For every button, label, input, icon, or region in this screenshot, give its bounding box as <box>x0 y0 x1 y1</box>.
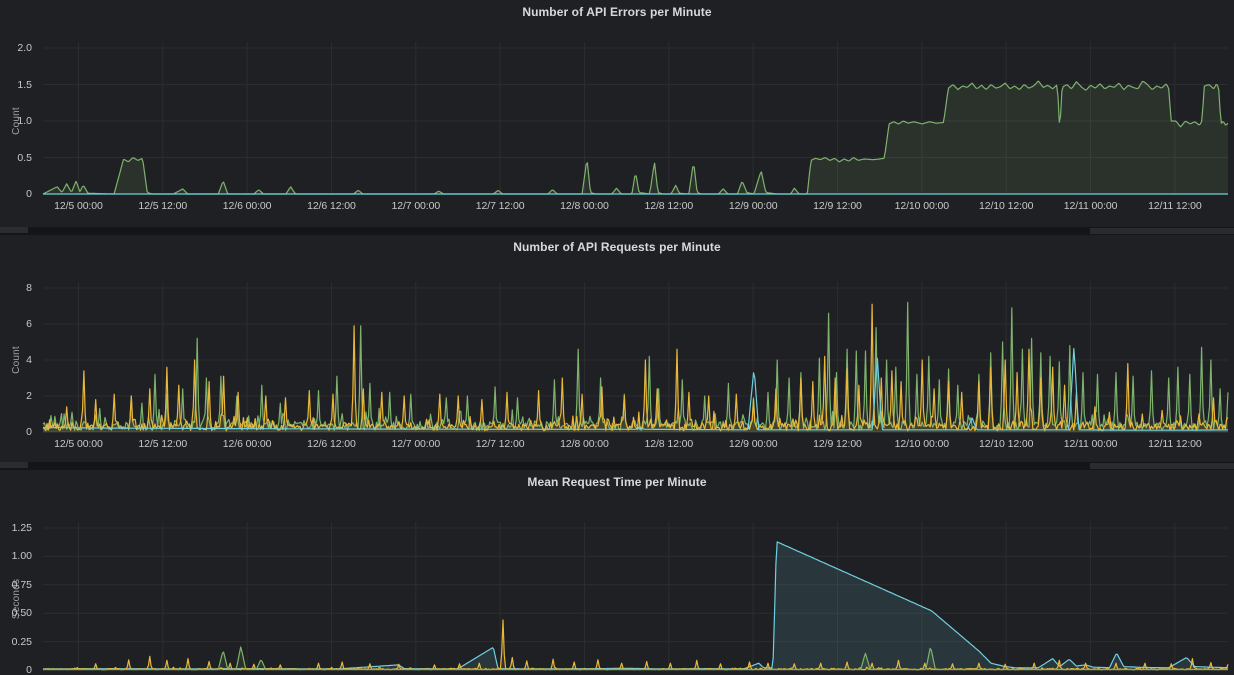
y-tick-label: 0 <box>26 664 32 675</box>
y-tick-label: 0 <box>26 426 32 438</box>
x-tick-label: 12/9 12:00 <box>813 200 862 212</box>
y-tick-label: 0 <box>26 188 32 200</box>
y-tick-label: 1.00 <box>11 550 32 563</box>
panel-mean-request-time[interactable]: Mean Request Time per Minute Seconds 0 0.2… <box>0 470 1234 675</box>
y-tick-label: 1.25 <box>11 522 32 534</box>
separator-chunk-left <box>0 227 28 233</box>
panel-separator-2 <box>0 462 1234 470</box>
series-line-requests-yellow <box>42 303 1229 432</box>
y-tick-label: 6 <box>26 318 32 330</box>
separator-chunk-left <box>0 462 28 468</box>
chart-canvas-api-errors <box>42 42 1229 195</box>
x-tick-label: 12/11 12:00 <box>1148 438 1202 450</box>
separator-chunk-right <box>1090 463 1234 469</box>
separator-chunk-right <box>1090 228 1234 234</box>
series-line-cyan-mean-time <box>43 541 1228 670</box>
x-tick-label: 12/5 12:00 <box>138 200 188 212</box>
y-tick-label: 0.75 <box>11 578 32 591</box>
y-tick-label: 2.0 <box>17 42 32 54</box>
y-tick-label: 0.25 <box>11 635 32 648</box>
x-tick-label: 12/10 12:00 <box>978 200 1034 212</box>
y-tick-label: 2 <box>26 390 32 402</box>
x-tick-label: 12/8 12:00 <box>644 200 694 212</box>
x-tick-label: 12/5 00:00 <box>54 200 103 212</box>
x-tick-label: 12/9 00:00 <box>728 438 778 450</box>
x-tick-label: 12/7 12:00 <box>475 200 525 212</box>
x-tick-label: 12/5 00:00 <box>54 438 103 450</box>
x-tick-label: 12/8 00:00 <box>560 438 609 450</box>
y-tick-label: 8 <box>26 282 32 294</box>
plot-area-api-requests[interactable]: Count 0 2 4 6 8 12/5 00:00 12/5 12:00 12/6 00:00… <box>0 255 1234 462</box>
x-tick-label: 12/7 00:00 <box>391 438 441 450</box>
panel-title-api-requests: Number of API Requests per Minute <box>513 240 721 254</box>
plot-area-api-errors[interactable]: Count 0 0.5 1.0 1.5 2.0 12/5 00:00 12/5 12:00 12… <box>0 20 1234 227</box>
x-tick-label: 12/8 12:00 <box>644 438 694 450</box>
x-tick-label: 12/7 00:00 <box>391 200 441 212</box>
x-tick-label: 12/6 12:00 <box>307 438 356 450</box>
x-tick-label: 12/10 00:00 <box>894 200 950 212</box>
y-tick-label: 0.5 <box>17 151 32 164</box>
panel-api-requests[interactable]: Number of API Requests per Minute Count 0… <box>0 235 1234 462</box>
x-tick-label: 12/6 12:00 <box>307 200 356 212</box>
x-tick-label: 12/9 12:00 <box>813 438 862 450</box>
x-tick-label: 12/11 00:00 <box>1063 200 1118 212</box>
x-tick-label: 12/10 12:00 <box>978 438 1034 450</box>
x-tick-label: 12/9 00:00 <box>728 200 778 212</box>
series-fill-errors <box>43 81 1228 194</box>
chart-canvas-api-requests <box>42 282 1229 433</box>
x-tick-label: 12/11 00:00 <box>1063 438 1118 450</box>
x-tick-label: 12/6 00:00 <box>222 200 272 212</box>
series-line-green-mean-time <box>43 646 1228 671</box>
panel-title-api-errors: Number of API Errors per Minute <box>522 5 712 19</box>
y-tick-label: 0.50 <box>11 607 32 620</box>
y-tick-label: 4 <box>26 354 32 366</box>
panel-api-errors[interactable]: Number of API Errors per Minute Count 0 0.… <box>0 0 1234 227</box>
x-tick-label: 12/11 12:00 <box>1148 200 1202 212</box>
x-tick-label: 12/7 12:00 <box>475 438 525 450</box>
series-line-requests-cyan <box>43 348 1229 431</box>
x-tick-label: 12/10 00:00 <box>894 438 950 450</box>
y-tick-label: 1.0 <box>17 115 32 127</box>
panel-separator-1 <box>0 227 1234 235</box>
chart-canvas-mean-request-time <box>42 522 1229 671</box>
x-tick-label: 12/8 00:00 <box>560 200 609 212</box>
series-fill-cyan-mean-time <box>43 541 1228 670</box>
x-tick-label: 12/6 00:00 <box>222 438 272 450</box>
y-tick-label: 1.5 <box>17 78 32 91</box>
panel-title-mean-request-time: Mean Request Time per Minute <box>527 475 707 489</box>
x-tick-label: 12/5 12:00 <box>138 438 188 450</box>
